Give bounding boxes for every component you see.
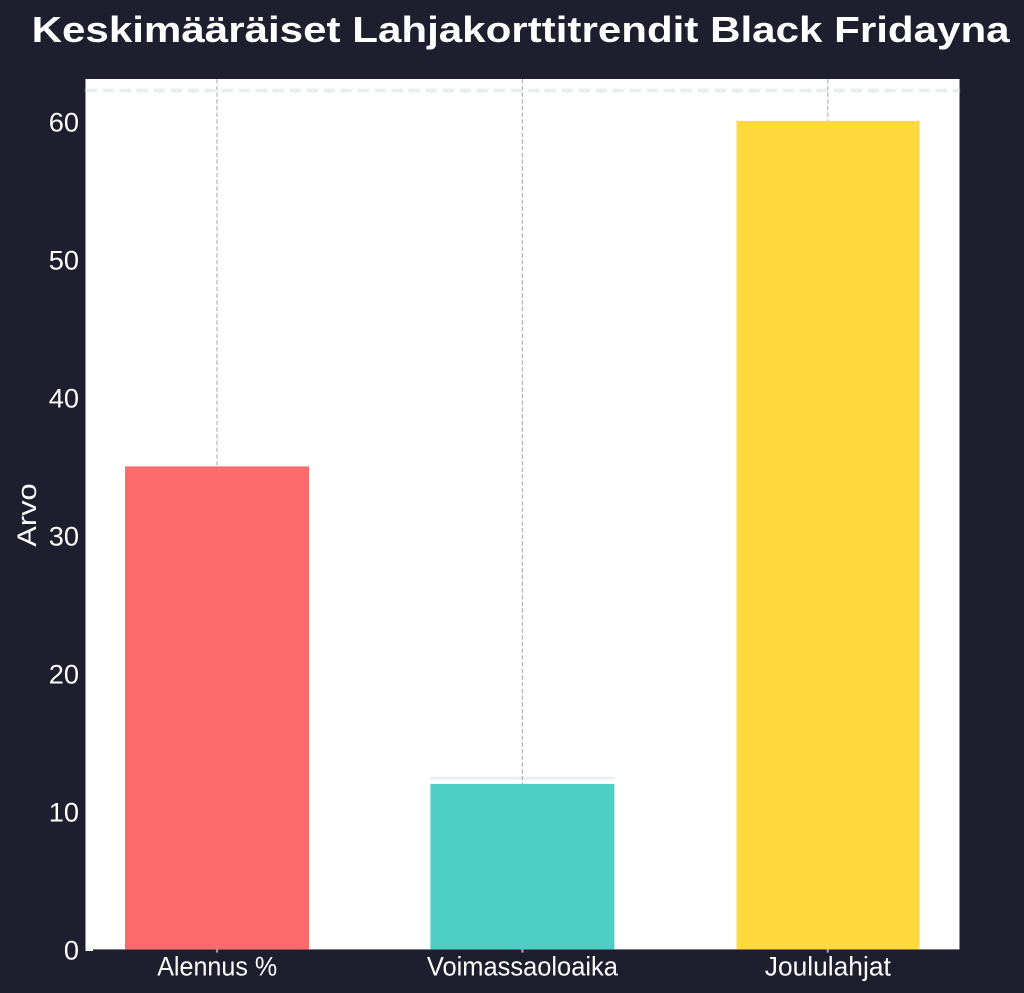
svg-text:Joululahjat: Joululahjat	[765, 951, 892, 981]
svg-text:40: 40	[49, 383, 79, 414]
svg-text:30: 30	[49, 520, 79, 551]
svg-text:60: 60	[49, 107, 79, 138]
svg-text:20: 20	[49, 658, 79, 689]
svg-text:10: 10	[49, 796, 79, 827]
svg-text:50: 50	[49, 245, 79, 276]
svg-text:Keskimääräiset Lahjakorttitren: Keskimääräiset Lahjakorttitrendit Black …	[32, 9, 1011, 50]
svg-text:Voimassaoloaika: Voimassaoloaika	[427, 951, 618, 981]
svg-text:Arvo: Arvo	[12, 483, 42, 547]
svg-text:0: 0	[64, 934, 79, 965]
svg-text:Alennus %: Alennus %	[157, 951, 277, 981]
